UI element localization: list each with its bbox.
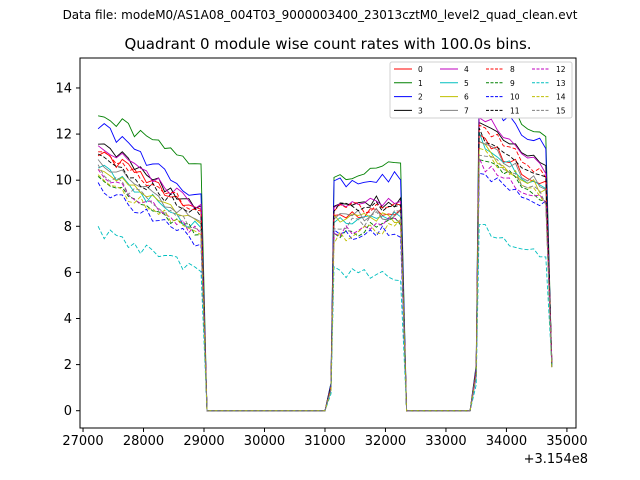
legend-label-11: 11: [510, 106, 520, 115]
legend-label-15: 15: [556, 106, 566, 115]
series-line-6: [97, 140, 553, 412]
series-line-14: [97, 147, 553, 412]
series-line-4: [97, 116, 553, 412]
series-line-15: [97, 154, 553, 412]
legend-label-1: 1: [418, 79, 423, 88]
legend-label-14: 14: [556, 93, 566, 102]
y-tick-label: 2: [64, 358, 72, 373]
x-tick-label: 35000: [546, 434, 587, 449]
legend-label-9: 9: [510, 79, 515, 88]
x-tick-label: 31000: [304, 434, 345, 449]
x-tick-label: 34000: [486, 434, 527, 449]
x-offset-label: +3.154e8: [523, 452, 588, 467]
y-tick-label: 10: [55, 174, 72, 189]
y-tick-label: 8: [64, 220, 72, 235]
legend-label-13: 13: [556, 79, 566, 88]
chart-title: Quadrant 0 module wise count rates with …: [124, 35, 532, 53]
x-tick-label: 27000: [62, 434, 103, 449]
tick-layer: 27000 28000 29000 30000 31000 32000 33000 34000…: [55, 81, 587, 449]
legend-box: [389, 61, 573, 119]
legend-label-6: 6: [464, 93, 469, 102]
series-line-7: [97, 140, 553, 412]
x-tick-label: 32000: [365, 434, 406, 449]
x-tick-label: 33000: [425, 434, 466, 449]
legend-label-12: 12: [556, 65, 566, 74]
axes-frame: [79, 57, 577, 429]
x-tick-label: 29000: [183, 434, 224, 449]
data-file-label: Data file: modeM0/AS1A08_004T03_90000034…: [62, 8, 578, 22]
y-tick-label: 0: [64, 404, 72, 419]
legend-label-4: 4: [464, 65, 469, 74]
legend-label-7: 7: [464, 106, 469, 115]
series-line-10: [97, 172, 553, 412]
series-line-1: [98, 80, 553, 412]
y-tick-label: 6: [64, 266, 72, 281]
series-line-11: [97, 127, 553, 412]
legend-label-8: 8: [510, 65, 515, 74]
series-line-0: [97, 133, 553, 412]
y-tick-label: 14: [55, 81, 72, 96]
legend-label-10: 10: [510, 93, 520, 102]
y-tick-label: 4: [64, 312, 72, 327]
series-line-2: [97, 96, 553, 412]
series-line-12: [97, 157, 553, 412]
legend-label-2: 2: [418, 93, 423, 102]
x-tick-label: 28000: [123, 434, 164, 449]
series-line-8: [98, 124, 553, 412]
x-tick-label: 30000: [244, 434, 285, 449]
series-line-9: [97, 159, 553, 412]
series-line-13: [97, 224, 553, 412]
y-tick-label: 12: [55, 128, 72, 143]
legend-label-3: 3: [418, 106, 423, 115]
series-layer: [97, 80, 553, 412]
series-line-3: [98, 121, 553, 412]
legend-label-5: 5: [464, 79, 469, 88]
legend-label-0: 0: [418, 65, 423, 74]
